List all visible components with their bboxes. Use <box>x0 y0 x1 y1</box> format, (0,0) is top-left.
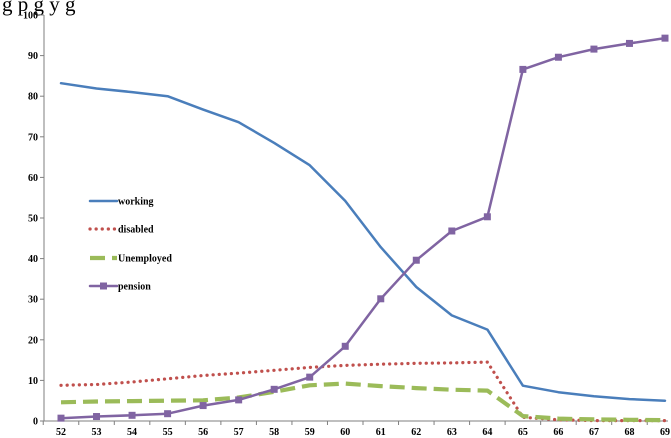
x-tick-label: 68 <box>624 427 634 438</box>
x-tick-label: 66 <box>553 427 563 438</box>
data-point-pension <box>483 213 491 221</box>
series-line-working <box>59 81 667 402</box>
data-point-pension <box>341 342 349 350</box>
y-tick-label: 40 <box>28 254 38 265</box>
series-disabled <box>59 360 667 423</box>
legend-label-pension: pension <box>118 282 151 293</box>
x-tick-label: 58 <box>269 427 279 438</box>
y-tick-label: 20 <box>28 335 38 346</box>
x-tick-label: 59 <box>305 427 315 438</box>
x-tick-label: 52 <box>56 427 66 438</box>
x-tick-label: 63 <box>447 427 457 438</box>
y-tick-label: 60 <box>28 173 38 184</box>
x-tick-label: 61 <box>376 427 386 438</box>
y-tick-label: 90 <box>28 51 38 62</box>
data-point-pension <box>661 34 669 42</box>
legend: working disabled Unemployed pension <box>88 197 172 293</box>
series-pension <box>57 34 669 422</box>
series-unemployed <box>60 381 666 423</box>
x-tick-label: 60 <box>340 427 350 438</box>
data-point-pension <box>519 65 527 73</box>
x-tick-label: 64 <box>482 427 492 438</box>
series-layer <box>57 34 669 423</box>
series-line-pension <box>59 36 667 420</box>
x-tick-label: 62 <box>411 427 421 438</box>
data-point-pension <box>270 385 278 393</box>
x-tick-label: 65 <box>518 427 528 438</box>
cropped-top-text: g p g y g <box>2 0 76 16</box>
series-line-unemployed <box>60 381 666 423</box>
data-point-pension <box>93 413 101 421</box>
data-point-pension <box>377 295 385 303</box>
data-point-pension <box>448 227 456 235</box>
data-point-pension <box>306 373 314 381</box>
legend-marker-pension <box>100 282 107 290</box>
x-tick-label: 56 <box>198 427 208 438</box>
legend-label-working: working <box>118 197 154 208</box>
legend-label-unemployed: Unemployed <box>118 254 172 265</box>
data-point-pension <box>128 411 136 419</box>
data-point-pension <box>235 396 243 404</box>
x-tick-label: 69 <box>660 427 670 438</box>
series-line-disabled <box>59 360 667 423</box>
data-point-pension <box>625 39 633 47</box>
legend-entry-disabled: disabled <box>88 225 154 236</box>
y-tick-label: 30 <box>28 295 38 306</box>
legend-entry-working: working <box>88 197 154 208</box>
data-point-pension <box>164 410 172 418</box>
x-tick-label: 54 <box>127 427 137 438</box>
data-point-pension <box>554 53 562 61</box>
y-tick-label: 80 <box>28 92 38 103</box>
x-tick-label: 67 <box>589 427 599 438</box>
x-tick-label: 53 <box>92 427 102 438</box>
y-tick-label: 0 <box>33 417 38 428</box>
data-point-pension <box>57 414 65 422</box>
x-tick-label: 55 <box>163 427 173 438</box>
data-point-pension <box>412 256 420 264</box>
x-tick-label: 57 <box>234 427 244 438</box>
y-tick-label: 50 <box>28 214 38 225</box>
legend-label-disabled: disabled <box>118 225 154 236</box>
y-tick-label: 100 <box>23 11 38 22</box>
y-tick-label: 10 <box>28 376 38 387</box>
data-point-pension <box>199 402 207 410</box>
legend-entry-pension: pension <box>88 282 151 293</box>
legend-entry-unemployed: Unemployed <box>90 254 172 265</box>
axes: 0 10 20 30 40 50 60 70 80 90 100 52 53 54 55 56 57 58 59 60… <box>23 11 670 438</box>
data-point-pension <box>590 45 598 53</box>
series-working <box>59 81 667 402</box>
y-tick-label: 70 <box>28 132 38 143</box>
